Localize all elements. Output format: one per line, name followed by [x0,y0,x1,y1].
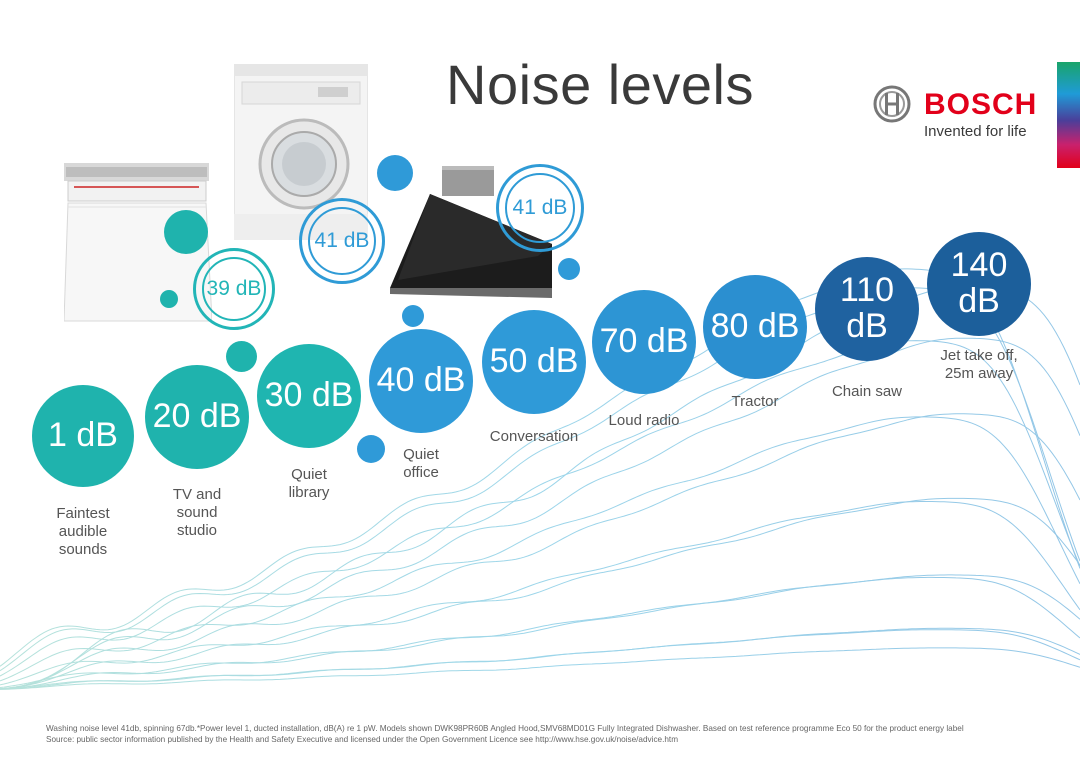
page-title: Noise levels [446,53,754,116]
cooker-hood-noise-ring: 41 dB [496,164,584,252]
level-value: 70 dB [599,322,689,361]
dishwasher-noise-value: 39 dB [206,277,262,300]
level-label: Quiet library [288,466,330,501]
dishwasher-noise-ring: 39 dB [193,248,275,330]
bosch-logo-icon [873,85,911,123]
level-bubble-40db: 40 dB [369,329,473,433]
washing-machine-image [234,64,368,240]
decorative-dot [160,290,178,308]
footnote-line-2: Source: public sector information publis… [46,735,679,744]
level-bubble-140db: 140 dB [927,232,1031,336]
decorative-dot [402,305,424,327]
level-value: 30 dB [264,376,354,415]
level-label: Jet take off, 25m away [940,347,1018,382]
level-label: TV and sound studio [172,486,222,539]
decorative-dot [377,155,413,191]
brand-color-strip [1057,62,1080,168]
decorative-dot [357,435,385,463]
brand-name: BOSCH [924,88,1038,121]
level-label: Quiet office [403,446,439,481]
level-bubble-20db: 20 dB [145,365,249,469]
cooker-hood-noise-value: 41 dB [512,196,568,219]
level-label: Conversation [489,428,579,445]
level-value: 110 dB [839,271,895,345]
level-value: 40 dB [376,361,466,400]
cooker-hood-image [390,166,552,298]
level-value: 140 dB [950,246,1008,320]
level-bubble-1db: 1 dB [32,385,134,487]
decorative-dot [226,341,257,372]
footnote-line-1: Washing noise level 41db, spinning 67db.… [46,724,964,733]
level-value: 50 dB [489,342,579,381]
level-value: 1 dB [48,416,118,455]
level-bubble-30db: 30 dB [257,344,361,448]
level-label: Tractor [731,393,779,410]
level-bubble-70db: 70 dB [592,290,696,394]
level-bubble-50db: 50 dB [482,310,586,414]
level-bubble-110db: 110 dB [815,257,919,361]
decorative-dot [164,210,208,254]
level-value: 20 dB [152,397,242,436]
level-value: 80 dB [710,307,800,346]
level-label: Faintest audible sounds [56,505,110,558]
level-label: Chain saw [831,383,903,400]
level-label: Loud radio [608,412,680,429]
washing-machine-noise-ring: 41 dB [299,198,385,284]
decorative-dot [558,258,580,280]
brand-tagline: Invented for life [924,123,1027,140]
level-bubble-80db: 80 dB [703,275,807,379]
washing-machine-noise-value: 41 dB [314,229,370,252]
footnote: Washing noise level 41db, spinning 67db.… [46,723,1066,745]
